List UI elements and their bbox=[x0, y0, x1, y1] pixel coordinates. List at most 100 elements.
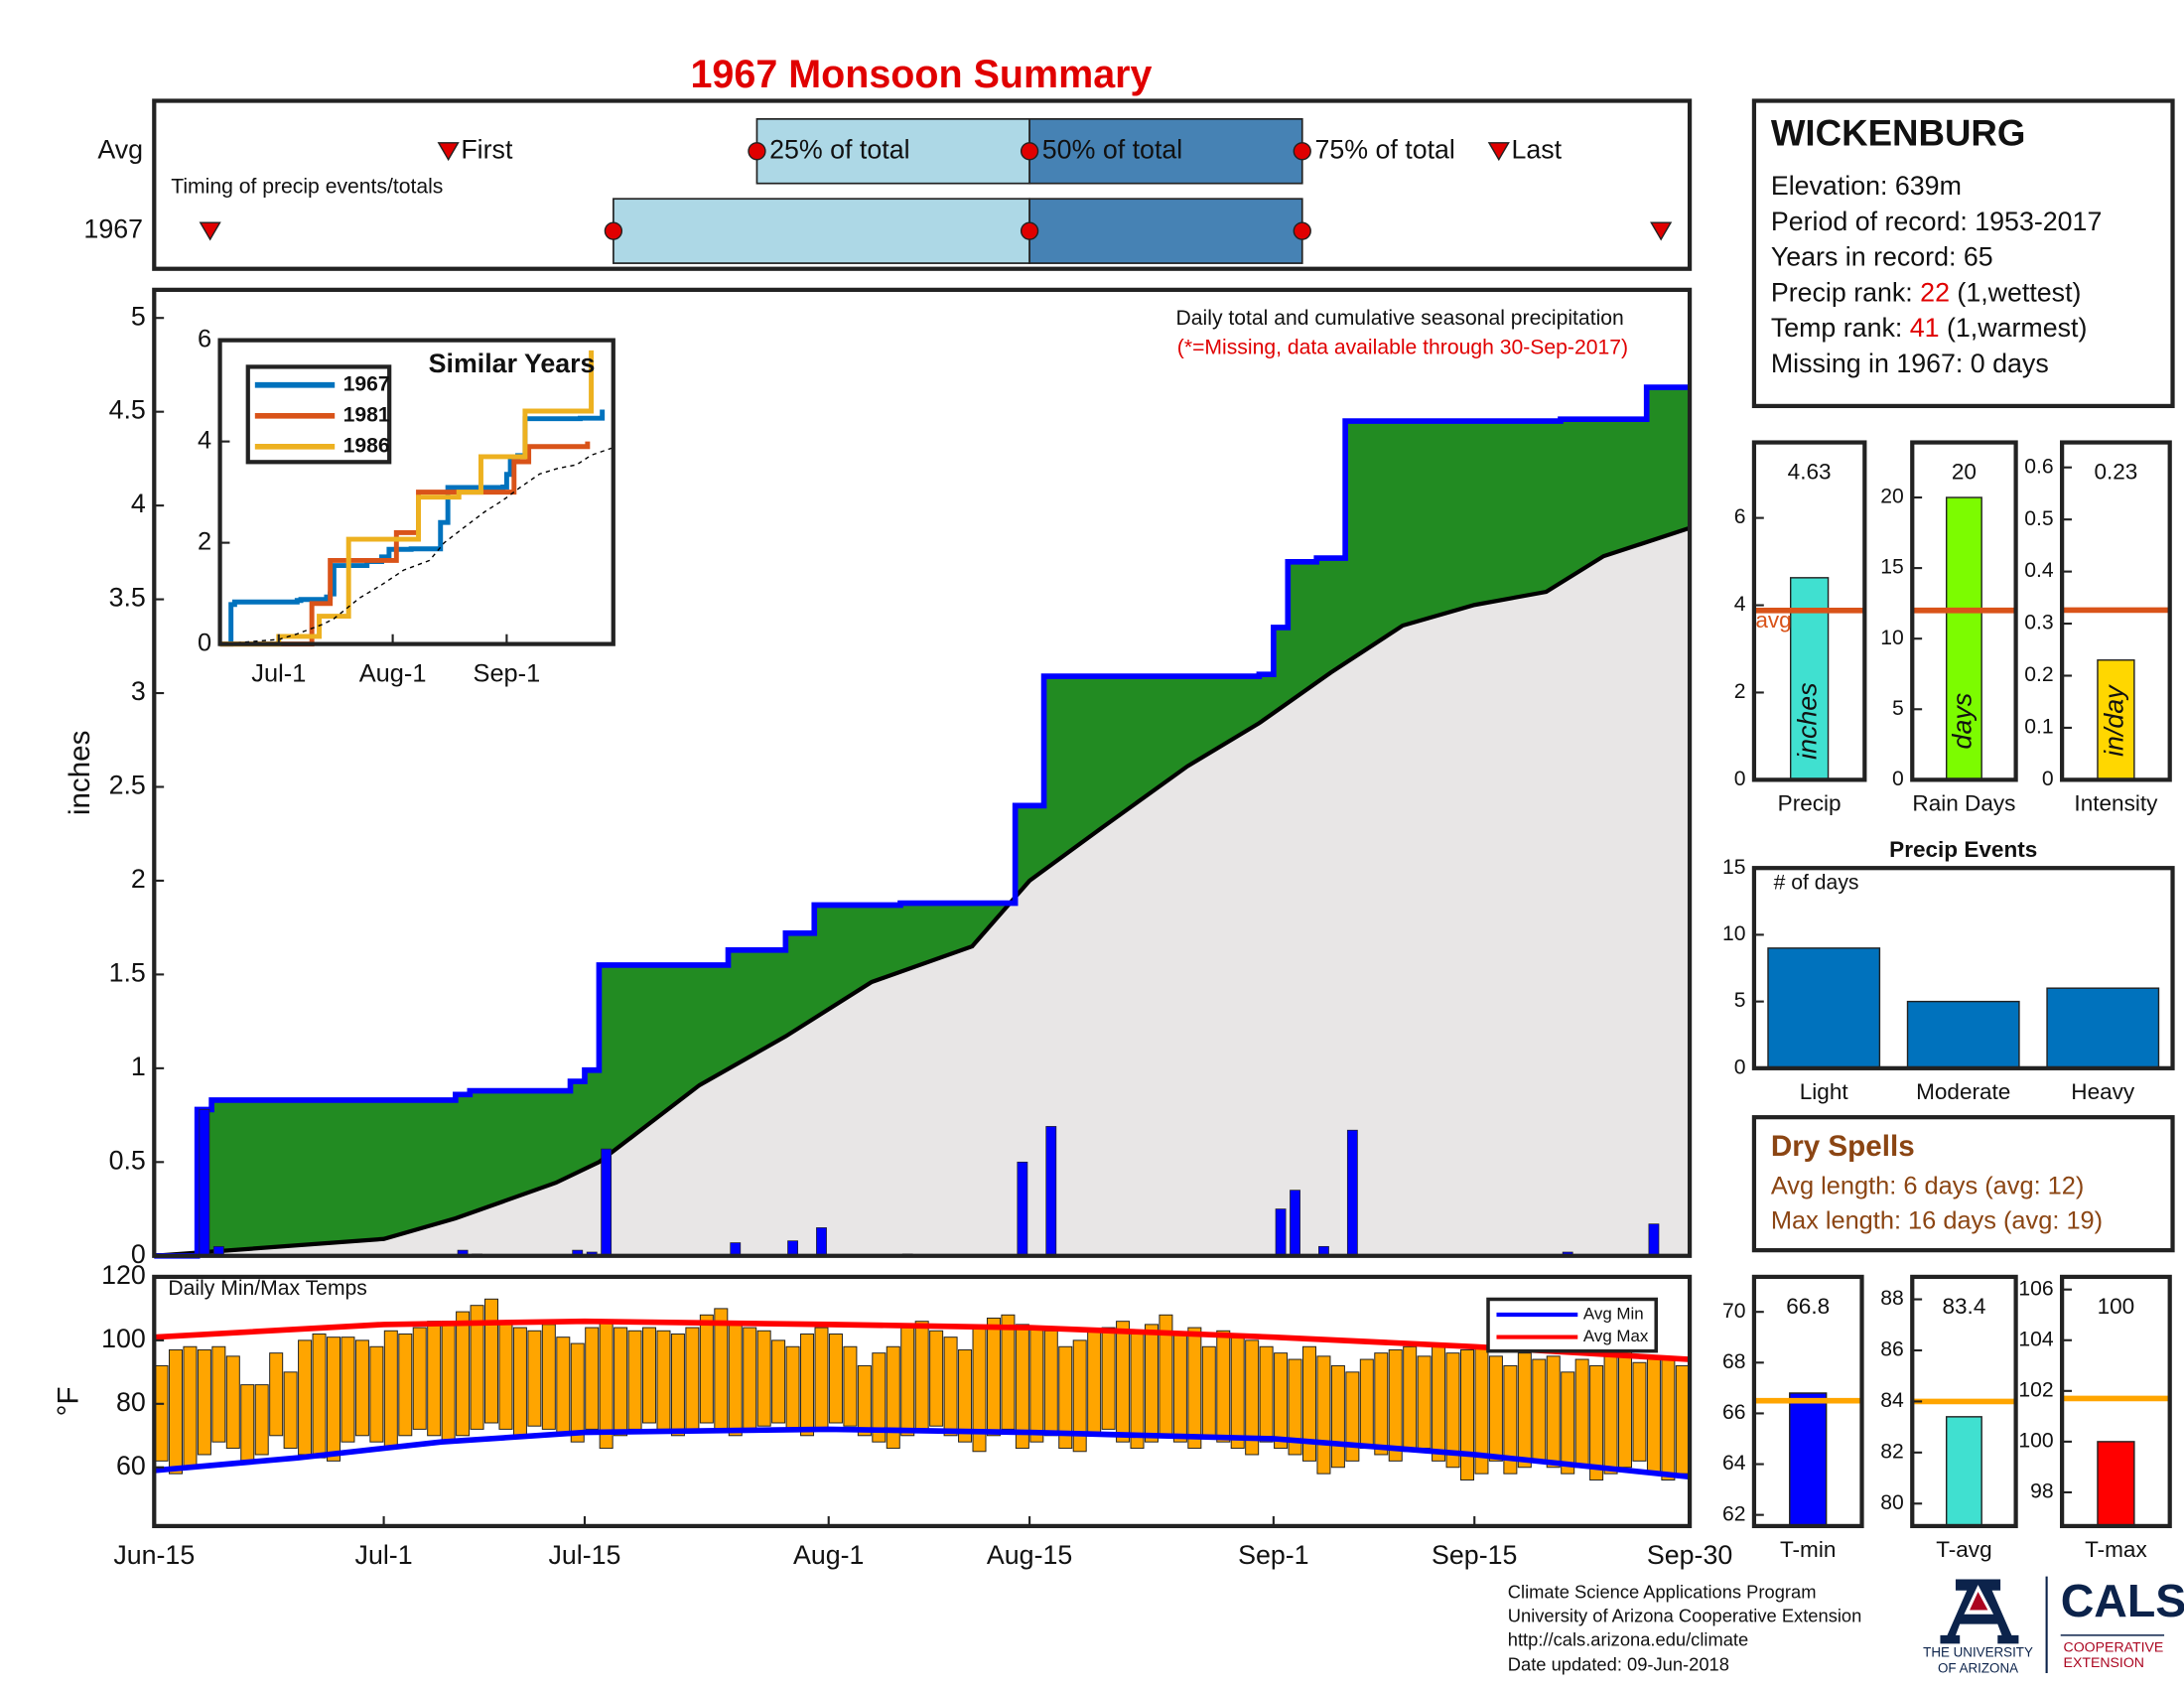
temp-range-bar bbox=[1058, 1345, 1073, 1450]
y-axis-label: inches bbox=[64, 731, 96, 816]
legend-box bbox=[1486, 1297, 1658, 1353]
x-tick-label: Sep-15 bbox=[1432, 1540, 1517, 1570]
temp-range-bar bbox=[1015, 1324, 1029, 1450]
y-tick-label: 86 bbox=[1880, 1338, 1904, 1361]
daily-precip-bar bbox=[816, 1227, 827, 1257]
station-box bbox=[1751, 98, 2175, 409]
y-tick-label: 4 bbox=[1734, 593, 1746, 616]
temp-range-bar bbox=[1432, 1345, 1446, 1462]
temp-range-bar bbox=[412, 1327, 427, 1430]
ua-logo-text: OF ARIZONA bbox=[1938, 1660, 2018, 1675]
page-title: 1967 Monsoon Summary bbox=[690, 53, 1152, 96]
temp-range-bar bbox=[1201, 1345, 1216, 1437]
y-tick-label: 82 bbox=[1880, 1440, 1904, 1463]
ua-logo-text: THE UNIVERSITY bbox=[1923, 1645, 2033, 1660]
y-tick-label: 0.6 bbox=[2024, 455, 2053, 478]
temp-range-bar bbox=[283, 1371, 298, 1450]
cals-logo-sub: COOPERATIVE bbox=[2064, 1638, 2164, 1654]
x-tick-label: Jun-15 bbox=[113, 1540, 195, 1570]
x-axis-label: Rain Days bbox=[1912, 791, 2015, 816]
cumulative-area bbox=[154, 527, 1691, 1256]
cumulative-line bbox=[154, 384, 1691, 1259]
temp-range-bar bbox=[1274, 1352, 1289, 1450]
temp-range-bar bbox=[670, 1333, 685, 1437]
temp-range-bar bbox=[527, 1330, 542, 1427]
y-tick-label: 3 bbox=[131, 676, 146, 706]
stat-bar bbox=[1789, 1392, 1828, 1527]
temp-range-bar bbox=[843, 1345, 858, 1427]
temp-range-bar bbox=[714, 1308, 729, 1430]
ua-logo-inner bbox=[1970, 1592, 1988, 1611]
x-axis-label: T-max bbox=[2085, 1537, 2147, 1562]
bar bbox=[1767, 947, 1881, 1069]
temp-range-bar bbox=[599, 1321, 614, 1450]
temp-range-bar bbox=[986, 1317, 1001, 1437]
station-name: WICKENBURG bbox=[1771, 112, 2026, 153]
temp-range-bar bbox=[814, 1327, 829, 1430]
daily-precip-bar bbox=[1648, 1223, 1660, 1257]
x-tick-label: Moderate bbox=[1916, 1079, 2010, 1104]
axes-frame bbox=[152, 1274, 1693, 1529]
dry-spells-box bbox=[1751, 1115, 2175, 1253]
temp-range-bar bbox=[1301, 1345, 1316, 1462]
temp-range-bar bbox=[183, 1345, 198, 1469]
temp-range-bar bbox=[914, 1321, 929, 1430]
temp-range-bar bbox=[1029, 1327, 1044, 1443]
temp-range-bar bbox=[556, 1336, 571, 1437]
marker-label: First bbox=[461, 134, 513, 164]
y-tick-label: 4 bbox=[131, 489, 146, 518]
y-tick-label: 0 bbox=[1892, 768, 1904, 790]
temp-range-bar bbox=[699, 1314, 714, 1424]
temp-range-bar bbox=[456, 1311, 471, 1437]
temp-range-bar bbox=[541, 1324, 556, 1430]
y-tick-label: 15 bbox=[1722, 856, 1746, 879]
y-tick-label: 0 bbox=[1734, 1055, 1746, 1078]
y-tick-label: 0.2 bbox=[2024, 663, 2053, 686]
temp-range-bar bbox=[785, 1345, 800, 1430]
temp-range-bar bbox=[1675, 1364, 1690, 1475]
temp-range-bar bbox=[728, 1321, 743, 1437]
temp-range-bar bbox=[211, 1345, 226, 1443]
temp-range-bar bbox=[958, 1348, 973, 1443]
y-tick-label: 5 bbox=[1892, 697, 1904, 720]
temp-range-bar bbox=[1661, 1358, 1676, 1481]
temp-range-bar bbox=[685, 1327, 700, 1430]
y-tick-label: 0.3 bbox=[2024, 612, 2053, 634]
legend-label: 1981 bbox=[343, 403, 390, 426]
temp-range-bar bbox=[1546, 1355, 1561, 1469]
temp-range-bar bbox=[1589, 1364, 1604, 1481]
axes-frame bbox=[1751, 1274, 1864, 1529]
event-marker bbox=[437, 142, 460, 162]
daily-precip-bar bbox=[1017, 1161, 1028, 1257]
temp-range-bar bbox=[1144, 1324, 1159, 1443]
temp-range-bar bbox=[441, 1321, 456, 1443]
station-line: Missing in 1967: 0 days bbox=[1771, 349, 2049, 378]
station-text: Years in record: 65 bbox=[1771, 242, 1993, 272]
x-tick-label: Heavy bbox=[2071, 1079, 2135, 1104]
x-tick-label: Sep-1 bbox=[1238, 1540, 1308, 1570]
dry-spells-line: Avg length: 6 days (avg: 12) bbox=[1771, 1172, 2085, 1199]
y-tick-label: 10 bbox=[1722, 922, 1746, 945]
station-line: Elevation: 639m bbox=[1771, 171, 1962, 201]
temp-range-bar bbox=[756, 1330, 771, 1427]
series-line bbox=[219, 447, 614, 645]
y-tick-label: 5 bbox=[1734, 989, 1746, 1012]
y-tick-label: 66 bbox=[1722, 1401, 1746, 1424]
temp-range-bar bbox=[1359, 1358, 1374, 1450]
value-label: 100 bbox=[2098, 1294, 2135, 1319]
daily-precip-bar bbox=[199, 1109, 210, 1257]
avg-label: avg bbox=[1755, 608, 1791, 633]
temp-range-bar bbox=[1388, 1348, 1403, 1462]
temp-range-bar bbox=[828, 1333, 843, 1424]
temp-range-bar bbox=[1561, 1371, 1575, 1475]
y-tick-label: 104 bbox=[2018, 1328, 2054, 1350]
station-line: Precip rank: 22 (1,wettest) bbox=[1771, 277, 2082, 307]
temp-range-bar bbox=[1632, 1361, 1647, 1462]
axes-frame bbox=[1910, 1274, 2018, 1529]
cumulative-line bbox=[154, 525, 1691, 1258]
axes-frame bbox=[217, 338, 615, 646]
station-line: Years in record: 65 bbox=[1771, 242, 1993, 272]
stat-bar bbox=[2097, 659, 2135, 781]
temp-range-bar bbox=[900, 1327, 915, 1437]
temp-range-bar bbox=[771, 1339, 786, 1424]
